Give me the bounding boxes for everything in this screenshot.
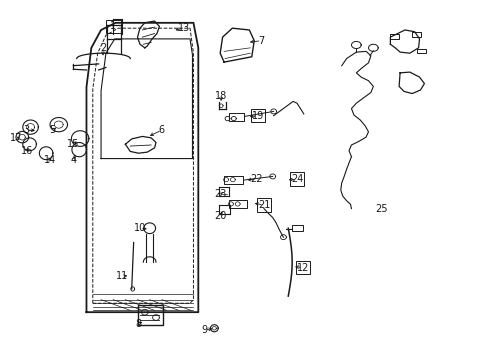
Text: 25: 25 [375,203,387,213]
Text: 18: 18 [215,91,227,101]
Bar [416,49,425,53]
Text: 15: 15 [67,139,80,149]
Text: 20: 20 [214,211,226,221]
Text: 8: 8 [135,319,142,329]
Text: 1: 1 [110,21,116,31]
Text: 5: 5 [49,125,56,135]
Bar [250,109,265,122]
Bar [291,225,302,231]
Bar [295,261,309,274]
Bar [228,200,247,208]
Text: 23: 23 [214,189,226,199]
Text: 21: 21 [257,200,269,210]
Text: 9: 9 [201,325,207,335]
Bar [256,198,271,212]
Text: 11: 11 [116,271,128,282]
Text: 14: 14 [44,156,56,165]
Bar [389,34,398,39]
Text: 6: 6 [159,125,164,135]
Bar [411,32,420,37]
Text: 10: 10 [134,223,146,233]
Text: 2: 2 [100,43,106,53]
Text: 16: 16 [20,147,33,157]
Text: 13: 13 [177,23,189,33]
Text: 24: 24 [290,174,303,184]
Text: 22: 22 [250,174,263,184]
Text: 4: 4 [70,156,76,165]
Text: 19: 19 [251,111,264,121]
Bar [137,305,163,325]
Bar [224,176,242,184]
Bar [228,113,244,121]
Text: 3: 3 [23,125,30,135]
Text: 17: 17 [10,133,22,143]
Text: 12: 12 [296,262,308,273]
Text: 7: 7 [258,36,264,46]
Bar [289,172,304,186]
Bar [106,19,120,33]
